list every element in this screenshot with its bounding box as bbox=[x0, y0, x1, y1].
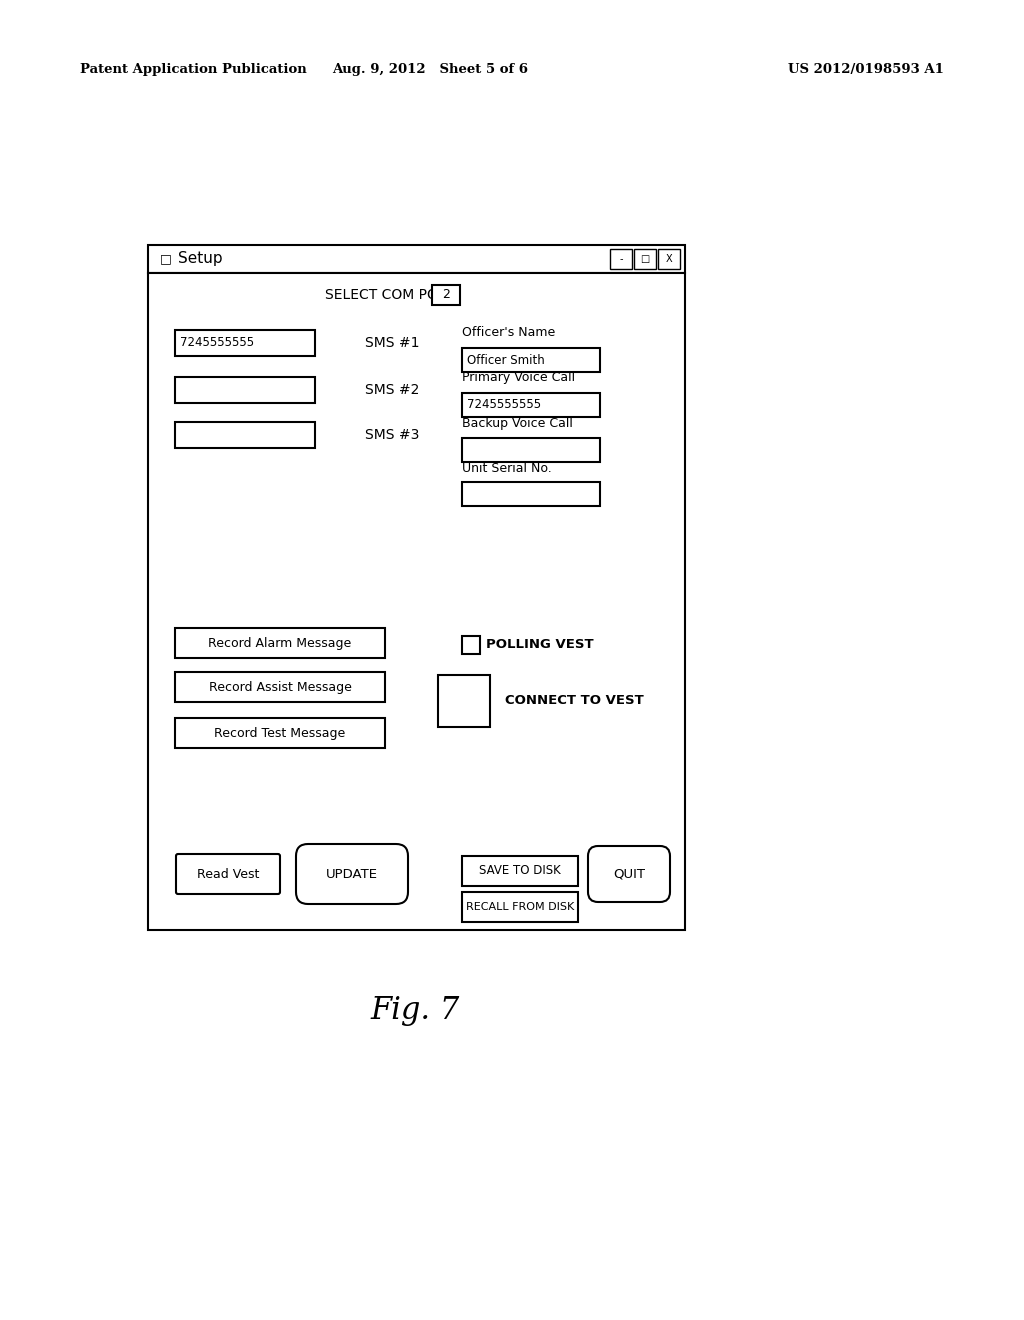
FancyBboxPatch shape bbox=[588, 846, 670, 902]
Bar bbox=[658, 249, 680, 269]
Bar bbox=[438, 675, 490, 727]
Bar bbox=[432, 285, 460, 305]
Text: Officer's Name: Officer's Name bbox=[462, 326, 555, 338]
FancyBboxPatch shape bbox=[176, 854, 280, 894]
Text: SMS #3: SMS #3 bbox=[365, 428, 420, 442]
Text: POLLING VEST: POLLING VEST bbox=[486, 639, 594, 652]
Text: 2: 2 bbox=[442, 289, 450, 301]
Bar bbox=[175, 628, 385, 657]
Text: CONNECT TO VEST: CONNECT TO VEST bbox=[505, 694, 644, 708]
Bar bbox=[462, 482, 600, 506]
Bar bbox=[610, 249, 632, 269]
Text: 7245555555: 7245555555 bbox=[180, 337, 254, 350]
Text: SMS #2: SMS #2 bbox=[365, 383, 420, 397]
Bar bbox=[175, 422, 315, 447]
Text: -: - bbox=[620, 253, 623, 264]
Text: Record Assist Message: Record Assist Message bbox=[209, 681, 351, 693]
FancyBboxPatch shape bbox=[296, 843, 408, 904]
Text: X: X bbox=[666, 253, 673, 264]
Bar bbox=[634, 249, 656, 269]
Text: Patent Application Publication: Patent Application Publication bbox=[80, 63, 307, 77]
Text: QUIT: QUIT bbox=[613, 867, 645, 880]
Text: Aug. 9, 2012   Sheet 5 of 6: Aug. 9, 2012 Sheet 5 of 6 bbox=[332, 63, 528, 77]
Bar bbox=[175, 330, 315, 356]
Text: Primary Voice Call: Primary Voice Call bbox=[462, 371, 575, 384]
Text: UPDATE: UPDATE bbox=[326, 867, 378, 880]
Text: Fig. 7: Fig. 7 bbox=[371, 994, 460, 1026]
Bar bbox=[148, 273, 685, 931]
Text: RECALL FROM DISK: RECALL FROM DISK bbox=[466, 902, 574, 912]
Text: Record Test Message: Record Test Message bbox=[214, 726, 346, 739]
Text: Backup Voice Call: Backup Voice Call bbox=[462, 417, 572, 430]
Bar bbox=[462, 438, 600, 462]
Bar bbox=[175, 672, 385, 702]
Text: 7245555555: 7245555555 bbox=[467, 399, 541, 412]
Text: Read Vest: Read Vest bbox=[197, 867, 259, 880]
Bar bbox=[462, 636, 480, 653]
Bar bbox=[175, 718, 385, 748]
Bar bbox=[462, 393, 600, 417]
Bar bbox=[462, 855, 578, 886]
Text: Setup: Setup bbox=[178, 252, 222, 267]
Text: US 2012/0198593 A1: US 2012/0198593 A1 bbox=[788, 63, 944, 77]
Text: □: □ bbox=[160, 252, 172, 265]
Bar bbox=[175, 378, 315, 403]
Text: SELECT COM PORT: SELECT COM PORT bbox=[325, 288, 455, 302]
Text: SMS #1: SMS #1 bbox=[365, 337, 420, 350]
Text: Unit Serial No.: Unit Serial No. bbox=[462, 462, 552, 474]
Bar bbox=[148, 246, 685, 273]
Text: Officer Smith: Officer Smith bbox=[467, 354, 545, 367]
Bar bbox=[462, 892, 578, 921]
Text: SAVE TO DISK: SAVE TO DISK bbox=[479, 865, 561, 878]
Text: Record Alarm Message: Record Alarm Message bbox=[208, 636, 351, 649]
Text: □: □ bbox=[640, 253, 649, 264]
Bar bbox=[462, 348, 600, 372]
